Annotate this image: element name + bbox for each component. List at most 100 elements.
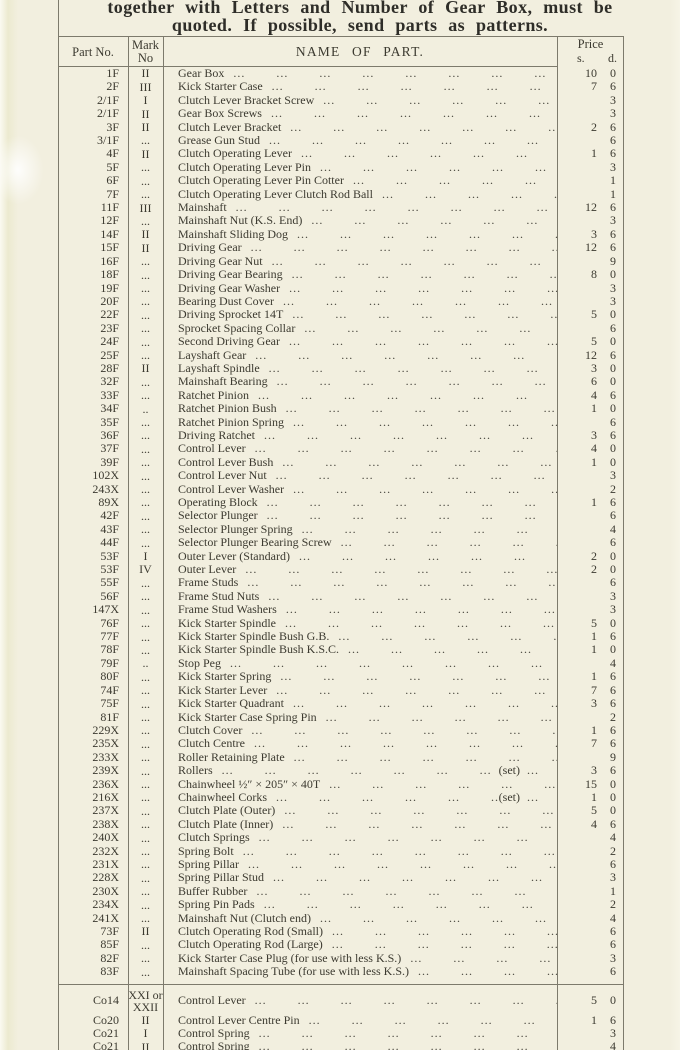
dot-leader: ... ... ... ... ... ... ... ... ... ... … (319, 911, 547, 925)
mark-no: ... (141, 415, 150, 430)
part-name: Mainshaft Sliding Dog ... ... ... ... ..… (163, 228, 557, 241)
part-name-text: Control Lever Centre Pin (178, 1013, 300, 1027)
divider-markno-name (163, 36, 164, 1050)
part-name: Mainshaft Nut (K.S. End) ... ... ... ...… (163, 214, 557, 227)
table-row: 2/1F I Clutch Lever Bracket Screw ... ..… (58, 92, 623, 107)
table-row: 85F ... Clutch Operating Rod (Large) ...… (58, 937, 623, 952)
dot-leader: ... ... ... ... ... ... ... ... ... ... … (263, 428, 534, 442)
part-name-text: Clutch Springs (178, 831, 250, 845)
price-pence: 6 (610, 629, 616, 644)
part-name-text: Control Lever Bush (178, 455, 274, 469)
price-pence: 0 (610, 67, 616, 80)
mark-no: ... (141, 307, 150, 322)
mark-no: ... (141, 455, 150, 470)
table-row: 233X ... Roller Retaining Plate ... ... … (58, 750, 623, 765)
price-pence: 0 (610, 803, 616, 818)
part-no: 15F (100, 240, 119, 255)
mark-no: ... (141, 844, 150, 859)
mark-no: ... (141, 428, 150, 443)
mark-no: ... (141, 629, 150, 644)
part-name: Clutch Operating Lever ... ... ... ... .… (163, 147, 557, 160)
mark-no: ... (141, 321, 150, 336)
part-name-text: Bearing Dust Cover (178, 294, 274, 308)
price-pence: 0 (610, 441, 616, 456)
price-shillings: 5 (591, 307, 597, 322)
dot-leader: ... ... ... ... ... ... ... ... ... ... … (254, 994, 557, 1008)
price-shillings: 10 (585, 67, 597, 80)
mark-no: ... (141, 683, 150, 698)
part-name: Sprocket Spacing Collar ... ... ... ... … (163, 322, 557, 335)
part-name-text: Mainshaft Nut (K.S. End) (178, 214, 303, 228)
mark-no: ... (141, 213, 150, 228)
mark-no: ... (141, 254, 150, 269)
table-row: 20F ... Bearing Dust Cover ... ... ... .… (58, 293, 623, 308)
mark-no: ... (141, 870, 150, 885)
mark-no: II (141, 240, 150, 255)
part-name: Control Spring ... ... ... ... ... ... .… (163, 1040, 557, 1050)
mark-no: ... (141, 750, 150, 765)
part-no: 5F (106, 159, 119, 174)
mark-no: ... (141, 173, 150, 188)
part-name-text: Clutch Operating Rod (Large) (178, 938, 323, 952)
part-no: 235X (92, 736, 119, 751)
price-shillings: 1 (591, 789, 597, 804)
part-name-text: Clutch Lever Bracket Screw (178, 93, 315, 107)
part-no: 82F (100, 950, 119, 965)
part-name: Driving Sprocket 14T ... ... ... ... ...… (163, 308, 557, 321)
table-row: 234X ... Spring Pin Pads ... ... ... ...… (58, 897, 623, 912)
price-shillings: 2 (591, 562, 597, 577)
part-no: 20F (100, 293, 119, 308)
part-name: Kick Starter Case Plug (for use with les… (163, 952, 557, 965)
part-name: Chainwheel ½″ × 205″ × 40T ... ... ... .… (163, 778, 557, 791)
table-row: 78F ... Kick Starter Spindle Bush K.S.C.… (58, 642, 623, 657)
mark-no: ... (141, 709, 150, 724)
dot-leader: ... ... ... ... ... ... ... ... ... ... … (247, 576, 557, 590)
page-heading: together with Letters and Number of Gear… (62, 0, 658, 34)
part-name: Rollers ... ... ... ... ... ... ... ... … (163, 764, 557, 777)
price-pence: 2 (610, 481, 616, 496)
price-shillings: 1 (591, 642, 597, 657)
part-no: Co20 (92, 1012, 119, 1027)
part-no: 89X (98, 495, 119, 509)
part-no: 33F (100, 387, 119, 402)
part-name: Ratchet Pinion Bush ... ... ... ... ... … (163, 402, 557, 415)
part-no: Co21 (92, 1039, 119, 1050)
part-name-text: Gear Box Screws (178, 107, 262, 121)
part-name: Spring Pin Pads ... ... ... ... ... ... … (163, 898, 557, 911)
dot-leader: ... ... ... ... ... ... ... ... ... ... … (284, 616, 555, 630)
mark-no: II (141, 1013, 150, 1028)
price-pence: 6 (610, 414, 616, 429)
table-row: 11F III Mainshaft ... ... ... ... ... ..… (58, 200, 623, 214)
mark-no: ... (141, 884, 150, 899)
price-pence: 0 (610, 374, 616, 389)
table-row: 80F ... Kick Starter Spring ... ... ... … (58, 669, 623, 683)
part-no: 85F (100, 937, 119, 952)
price-shillings: 5 (591, 803, 597, 818)
table-border-top (58, 36, 624, 37)
table-row: 53F IV Outer Lever ... ... ... ... ... .… (58, 562, 623, 577)
part-name-text: Frame Stud Nuts (178, 589, 260, 603)
set-note: (set) (498, 790, 520, 804)
part-no: 83F (100, 964, 119, 979)
dot-leader: ... ... ... ... ... ... ... ... ... ... … (298, 549, 557, 563)
dot-leader: ... ... ... ... ... ... ... ... ... ... … (251, 723, 557, 737)
price-shillings: 3 (591, 763, 597, 778)
mark-no: II (141, 67, 150, 81)
table-row: 147X ... Frame Stud Washers ... ... ... … (58, 602, 623, 616)
part-name-text: Kick Starter Case Plug (for use with les… (178, 951, 402, 965)
page-left-edge (0, 0, 18, 1050)
dot-leader: ... ... ... ... ... ... ... ... ... ... … (256, 884, 527, 898)
part-name-text: Outer Lever (Standard) (178, 549, 290, 563)
set-note: (set) (498, 764, 520, 778)
part-name-text: Control Spring (178, 1040, 250, 1050)
price-pence: 6 (610, 722, 616, 737)
part-name: Operating Block ... ... ... ... ... ... … (163, 496, 557, 509)
column-header-name: NAME OF PART. (295, 44, 425, 59)
price-pence: 3 (610, 92, 616, 107)
mark-no: ... (141, 830, 150, 845)
part-no: 229X (92, 722, 119, 737)
part-no: 234X (92, 897, 119, 912)
price-shillings: 7 (591, 736, 597, 751)
part-name-text: Chainwheel Corks (178, 790, 267, 804)
mark-no: ... (141, 441, 150, 456)
